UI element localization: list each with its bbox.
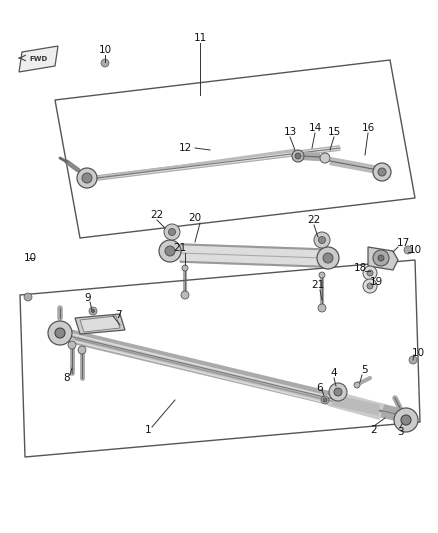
Circle shape [169,229,176,236]
Text: 8: 8 [64,373,71,383]
Circle shape [295,153,301,159]
Circle shape [92,310,95,312]
Circle shape [409,356,417,364]
Text: 13: 13 [283,127,297,137]
Text: 21: 21 [311,280,325,290]
Text: 10: 10 [24,253,36,263]
Circle shape [182,265,188,271]
Circle shape [323,253,333,263]
Text: 1: 1 [145,425,151,435]
Circle shape [165,246,175,256]
Circle shape [292,150,304,162]
Circle shape [363,266,377,280]
Circle shape [404,246,412,254]
Circle shape [48,321,72,345]
Circle shape [78,346,86,354]
Text: 14: 14 [308,123,321,133]
Circle shape [394,408,418,432]
Text: 4: 4 [331,368,337,378]
Circle shape [82,173,92,183]
Polygon shape [80,316,120,332]
Text: 2: 2 [371,425,377,435]
Text: 11: 11 [193,33,207,43]
Text: 21: 21 [173,243,187,253]
Circle shape [367,283,373,289]
Text: 9: 9 [85,293,91,303]
Circle shape [373,250,389,266]
Circle shape [334,388,342,396]
Circle shape [24,293,32,301]
Circle shape [318,237,325,244]
Text: 10: 10 [99,45,112,55]
Circle shape [317,247,339,269]
Polygon shape [19,46,58,72]
Text: 15: 15 [327,127,341,137]
Circle shape [318,304,326,312]
Circle shape [401,415,411,425]
Circle shape [159,240,181,262]
Text: 22: 22 [150,210,164,220]
Polygon shape [368,247,398,270]
Circle shape [320,153,330,163]
Text: FWD: FWD [29,56,47,62]
Circle shape [321,396,329,404]
Circle shape [68,341,76,349]
Circle shape [314,232,330,248]
Circle shape [378,255,384,261]
Circle shape [367,270,373,276]
Text: 18: 18 [353,263,367,273]
Circle shape [329,383,347,401]
Text: 17: 17 [396,238,410,248]
Text: 7: 7 [115,310,121,320]
Text: 22: 22 [307,215,321,225]
Circle shape [373,163,391,181]
Circle shape [378,168,386,176]
Text: 20: 20 [188,213,201,223]
Circle shape [323,398,327,402]
Circle shape [363,279,377,293]
Circle shape [319,272,325,278]
Text: 19: 19 [369,277,383,287]
Circle shape [77,168,97,188]
Circle shape [164,224,180,240]
Text: 6: 6 [317,383,323,393]
Text: 3: 3 [397,427,403,437]
Circle shape [89,307,97,315]
Polygon shape [75,314,125,334]
Text: 10: 10 [409,245,421,255]
Text: 5: 5 [362,365,368,375]
Text: 16: 16 [361,123,374,133]
Circle shape [55,328,65,338]
Circle shape [354,382,360,388]
Text: 12: 12 [178,143,192,153]
Circle shape [101,59,109,67]
Circle shape [181,291,189,299]
Text: 10: 10 [411,348,424,358]
